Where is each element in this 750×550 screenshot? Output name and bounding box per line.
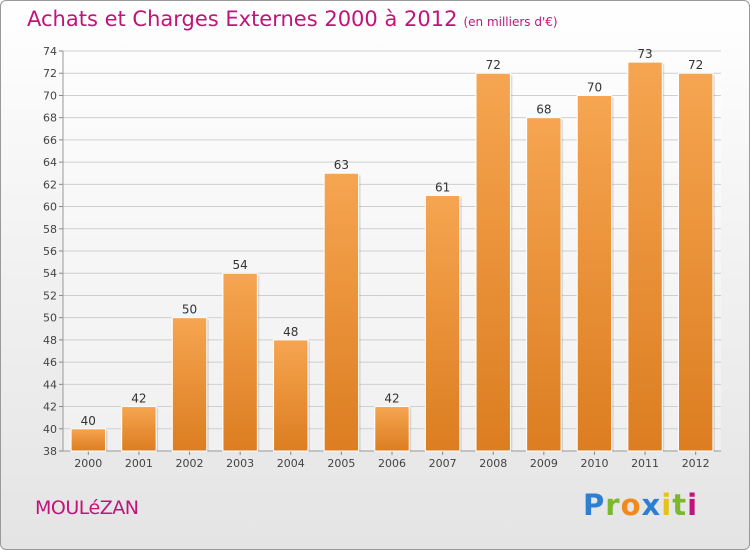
bar xyxy=(424,194,461,452)
data-label: 42 xyxy=(384,392,399,406)
data-label: 48 xyxy=(283,325,298,339)
bar xyxy=(576,94,613,452)
x-tick-label: 2001 xyxy=(125,457,153,470)
logo-letter: i xyxy=(661,488,673,522)
commune-name: MOULéZAN xyxy=(35,497,139,519)
x-tick-label: 2000 xyxy=(74,457,102,470)
logo-letter: i xyxy=(687,488,699,522)
x-tick-label: 2005 xyxy=(327,457,355,470)
data-label: 72 xyxy=(486,58,501,72)
chart-unit: (en milliers d'€) xyxy=(463,15,558,29)
data-labels: 40 42 50 54 48 63 42 61 72 68 70 73 72 xyxy=(81,47,704,428)
y-tick-label: 40 xyxy=(43,423,57,436)
x-tick-label: 2010 xyxy=(580,457,608,470)
bar xyxy=(70,428,107,452)
y-tick-label: 60 xyxy=(43,201,57,214)
bar xyxy=(222,272,258,452)
y-tick-label: 62 xyxy=(43,178,57,191)
y-tick-label: 66 xyxy=(43,134,57,147)
y-tick-label: 46 xyxy=(43,356,57,369)
data-label: 68 xyxy=(536,103,551,117)
data-label: 63 xyxy=(334,158,349,172)
x-tick-label: 2012 xyxy=(682,457,710,470)
y-tick-label: 64 xyxy=(43,156,57,169)
y-tick-label: 56 xyxy=(43,245,57,258)
bar xyxy=(121,406,157,452)
y-tick-label: 52 xyxy=(43,289,57,302)
x-tick-label: 2009 xyxy=(530,457,558,470)
x-tick-label: 2003 xyxy=(226,457,254,470)
logo-letter: t xyxy=(672,488,688,522)
y-tick-label: 74 xyxy=(43,45,57,58)
bar xyxy=(475,72,511,452)
y-tick-label: 42 xyxy=(43,401,57,414)
logo-letter: P xyxy=(583,488,606,522)
y-tick-label: 70 xyxy=(43,89,57,102)
x-tick-label: 2007 xyxy=(429,457,457,470)
logo-letter: x xyxy=(641,488,662,522)
bar xyxy=(526,117,562,452)
bar xyxy=(323,172,360,452)
chart-title-text: Achats et Charges Externes 2000 à 2012 xyxy=(27,7,458,31)
y-tick-label: 48 xyxy=(43,334,57,347)
data-label: 42 xyxy=(131,392,146,406)
y-tick-label: 50 xyxy=(43,312,57,325)
y-tick-label: 68 xyxy=(43,112,57,125)
x-tick-label: 2011 xyxy=(631,457,659,470)
data-label: 72 xyxy=(688,58,703,72)
logo-letter: o xyxy=(620,488,642,522)
bar xyxy=(374,406,410,452)
proxiti-logo: Proxiti xyxy=(583,488,698,522)
data-label: 54 xyxy=(233,258,248,272)
x-tick-label: 2008 xyxy=(479,457,507,470)
data-label: 40 xyxy=(81,414,96,428)
bars xyxy=(70,61,715,452)
data-label: 61 xyxy=(435,180,450,194)
y-tick-label: 44 xyxy=(43,378,57,391)
data-label: 73 xyxy=(637,47,652,61)
data-label: 70 xyxy=(587,80,602,94)
bar xyxy=(677,72,714,452)
x-tick-label: 2004 xyxy=(277,457,305,470)
bar xyxy=(627,61,663,452)
y-tick-label: 58 xyxy=(43,223,57,236)
bar xyxy=(171,317,208,452)
data-label: 50 xyxy=(182,303,197,317)
y-tick-label: 38 xyxy=(43,445,57,458)
x-tick-label: 2006 xyxy=(378,457,406,470)
chart-title: Achats et Charges Externes 2000 à 2012 (e… xyxy=(27,7,558,31)
bar xyxy=(273,339,309,452)
logo-letter: r xyxy=(605,488,621,522)
x-tick-label: 2002 xyxy=(176,457,204,470)
y-tick-label: 54 xyxy=(43,267,57,280)
y-tick-label: 72 xyxy=(43,67,57,80)
